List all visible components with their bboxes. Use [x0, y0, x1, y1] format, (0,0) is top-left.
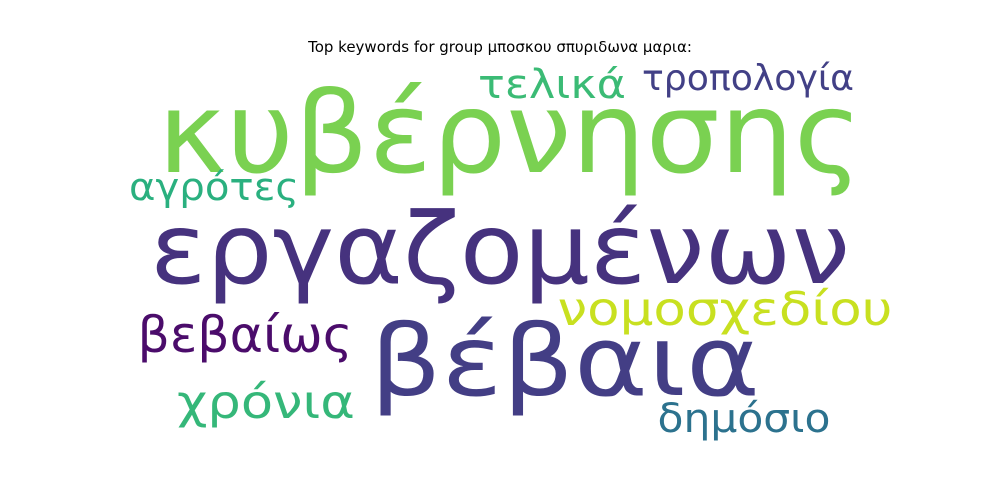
word-dimosio: δημόσιο: [658, 396, 831, 442]
word-ergazomenon: εργαζομένων: [150, 193, 850, 307]
word-vevaios: βεβαίως: [138, 306, 353, 364]
word-nomoschediou: νομοσχεδίου: [558, 282, 893, 336]
word-vevaia: βέβαια: [370, 305, 760, 419]
chart-title: Top keywords for group μποσκου σπυριδωνα…: [308, 38, 692, 56]
word-chronia: χρόνια: [177, 375, 355, 429]
word-kyverniseis: κυβέρνησης: [158, 69, 863, 199]
word-tropologia: τροπολογία: [642, 58, 854, 99]
word-telika: τελικά: [478, 62, 626, 108]
word-agrotes: αγρότες: [129, 165, 299, 209]
